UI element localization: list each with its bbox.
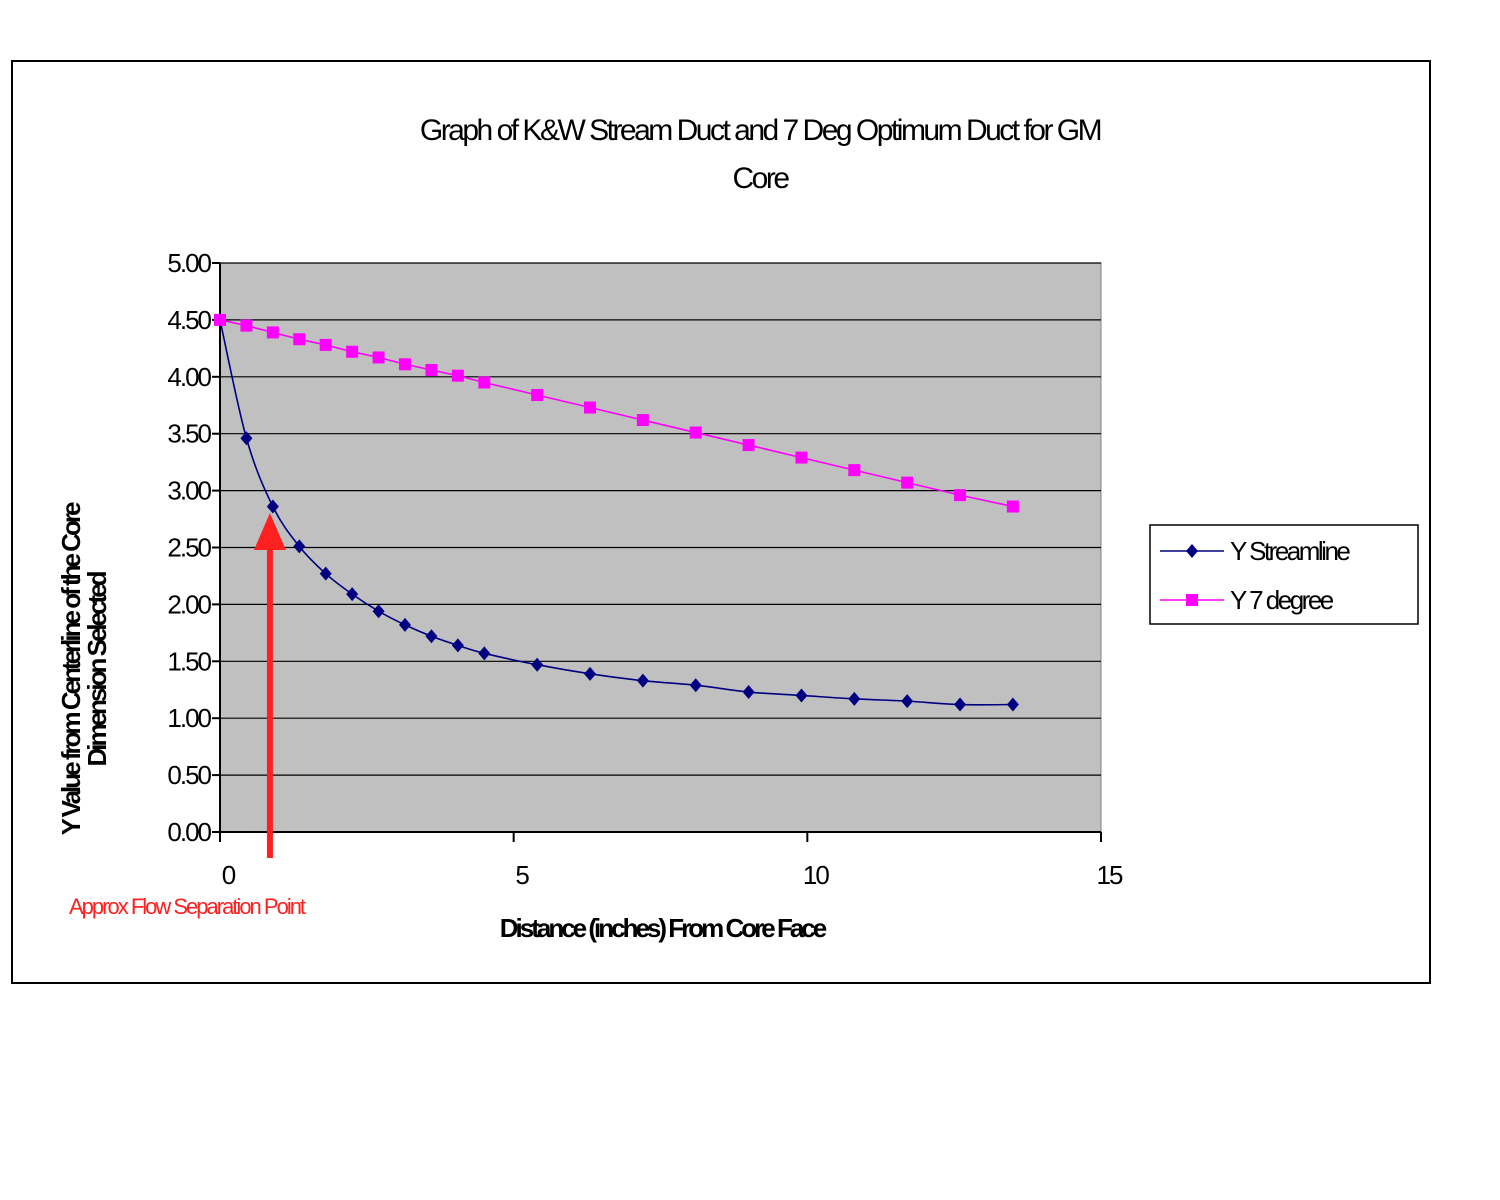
data-point — [689, 426, 702, 439]
data-point — [848, 691, 861, 706]
y-tick-label: 4.00 — [167, 362, 211, 392]
data-point — [266, 499, 279, 514]
legend-box — [1149, 524, 1419, 625]
data-point — [742, 685, 755, 700]
data-point — [954, 697, 967, 712]
y-tick-label: 1.50 — [167, 646, 211, 676]
annotation-arrow-head — [253, 513, 286, 550]
data-point — [636, 414, 649, 427]
data-point — [240, 431, 253, 446]
data-point — [901, 694, 914, 709]
y-tick-label: 3.00 — [167, 476, 211, 506]
chart-title-line-1: Graph of K&W Stream Duct and 7 Deg Optim… — [420, 114, 1101, 147]
x-tick-labels: 0 5 10 15 — [222, 860, 1125, 890]
data-point — [1006, 500, 1019, 513]
data-point — [478, 646, 491, 661]
data-point — [848, 464, 861, 477]
chart-title-line-2: Core — [732, 162, 789, 195]
y-axis-label-line-2: Dimension Selected — [82, 571, 112, 766]
y-axis-label: Y Value from Centerline of the Core Dime… — [56, 502, 112, 835]
axes — [212, 262, 1102, 842]
x-tick-label: 15 — [1097, 860, 1123, 890]
x-axis-label: Distance (inches) From Core Face — [500, 913, 827, 943]
data-point — [901, 476, 914, 489]
data-point — [425, 363, 438, 376]
y-tick-label: 1.00 — [167, 703, 211, 733]
data-point — [531, 389, 544, 402]
data-point — [451, 369, 464, 382]
y-tick-label: 2.50 — [167, 533, 211, 563]
legend-label: Y Streamline — [1230, 536, 1350, 566]
y-tick-label: 3.50 — [167, 419, 211, 449]
legend-label: Y 7 degree — [1230, 585, 1334, 615]
gridlines — [220, 262, 1101, 776]
data-point — [293, 333, 306, 346]
y-tick-label: 5.00 — [167, 248, 211, 278]
data-point — [399, 358, 412, 371]
data-point — [319, 338, 332, 351]
data-point — [346, 345, 359, 358]
series — [214, 312, 1019, 712]
data-point — [531, 657, 544, 672]
data-point — [266, 326, 279, 339]
annotation: Approx Flow Separation Point — [69, 513, 308, 919]
data-point — [372, 604, 385, 619]
data-point — [795, 451, 808, 464]
data-point — [795, 688, 808, 703]
series-0 — [214, 312, 1019, 712]
data-point — [584, 401, 597, 414]
legend-marker — [1186, 544, 1198, 558]
x-tick-label: 0 — [222, 860, 236, 890]
data-point — [214, 313, 226, 326]
series-1 — [214, 313, 1019, 513]
data-point — [742, 439, 755, 452]
x-tick-label: 10 — [803, 860, 829, 890]
legend-marker — [1186, 594, 1198, 606]
data-point — [584, 666, 597, 681]
data-point — [425, 629, 438, 644]
data-point — [954, 489, 967, 502]
data-point — [1006, 697, 1019, 712]
y-tick-label: 0.00 — [167, 817, 211, 847]
y-tick-label: 4.50 — [167, 305, 211, 335]
annotation-text: Approx Flow Separation Point — [69, 894, 306, 919]
data-point — [346, 587, 359, 602]
y-tick-label: 2.00 — [167, 589, 211, 619]
data-point — [399, 617, 412, 632]
y-tick-labels: 0.00 0.50 1.00 1.50 2.00 2.50 3.00 3.50 4.00 4.50… — [167, 248, 213, 847]
data-point — [293, 539, 306, 554]
data-point — [240, 319, 253, 332]
y-axis-label-line-1: Y Value from Centerline of the Core — [56, 502, 86, 835]
legend: Y Streamline Y 7 degree — [1149, 524, 1419, 625]
x-tick-label: 5 — [515, 860, 529, 890]
data-point — [689, 678, 702, 693]
annotation-arrow-shaft — [266, 548, 273, 858]
data-point — [451, 638, 464, 653]
data-point — [636, 673, 649, 688]
data-point — [478, 376, 491, 389]
y-tick-label: 0.50 — [167, 760, 211, 790]
data-point — [372, 351, 385, 364]
data-point — [319, 566, 332, 581]
